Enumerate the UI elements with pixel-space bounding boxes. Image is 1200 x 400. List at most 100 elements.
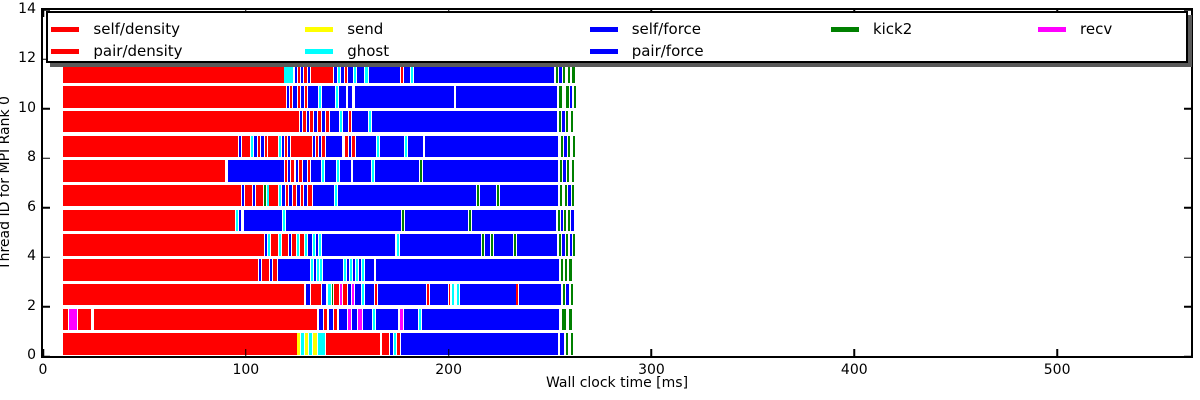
task-segment xyxy=(560,160,563,182)
task-segment xyxy=(389,333,393,355)
task-segment xyxy=(318,86,321,108)
task-segment xyxy=(515,283,518,306)
task-segment xyxy=(268,135,279,158)
task-segment xyxy=(325,135,343,158)
task-segment xyxy=(265,234,268,256)
x-axis-tick xyxy=(245,349,247,356)
task-segment xyxy=(379,135,405,158)
task-segment xyxy=(427,283,429,306)
legend-color-swatch xyxy=(830,26,859,32)
thread-bar-row xyxy=(43,184,1191,207)
task-segment xyxy=(286,209,401,232)
task-segment xyxy=(300,333,304,355)
task-segment xyxy=(304,86,307,108)
task-segment xyxy=(339,86,347,108)
task-segment xyxy=(565,184,568,207)
task-segment xyxy=(400,61,403,83)
task-segment xyxy=(306,110,309,133)
task-segment xyxy=(334,308,338,331)
y-axis-tick xyxy=(43,9,50,11)
legend-item: recv xyxy=(1038,20,1112,38)
task-segment xyxy=(566,86,570,108)
task-segment xyxy=(324,160,337,182)
task-segment xyxy=(261,135,265,158)
task-segment xyxy=(312,184,335,207)
task-segment xyxy=(400,333,559,355)
task-segment xyxy=(559,110,562,133)
task-segment xyxy=(352,283,355,306)
task-segment xyxy=(340,160,352,182)
task-segment xyxy=(564,135,568,158)
task-segment xyxy=(559,234,562,256)
task-segment xyxy=(358,308,363,331)
y-tick-label: 4 xyxy=(27,248,36,265)
task-segment xyxy=(308,333,312,355)
task-segment xyxy=(356,135,376,158)
y-tick-label: 8 xyxy=(27,149,36,166)
task-segment xyxy=(365,283,374,306)
task-segment xyxy=(559,86,563,108)
task-segment xyxy=(354,61,357,83)
task-segment xyxy=(265,135,268,158)
task-segment xyxy=(307,61,310,83)
task-segment xyxy=(297,86,300,108)
task-segment xyxy=(328,308,334,331)
task-segment xyxy=(374,283,377,306)
task-segment xyxy=(420,160,423,182)
task-segment xyxy=(393,333,396,355)
x-tick-label: 200 xyxy=(435,362,462,378)
y-axis-tick xyxy=(1184,206,1191,209)
legend-label: self/force xyxy=(631,20,702,38)
task-segment xyxy=(349,135,352,158)
task-segment xyxy=(273,259,278,281)
task-segment xyxy=(313,259,316,281)
task-segment xyxy=(294,61,297,83)
task-segment xyxy=(477,184,480,207)
task-segment xyxy=(330,110,340,133)
task-segment xyxy=(63,234,265,256)
task-segment xyxy=(362,283,365,306)
task-segment xyxy=(376,135,379,158)
thread-bar-row xyxy=(43,283,1191,306)
task-segment xyxy=(298,160,302,182)
task-segment xyxy=(561,209,564,232)
task-segment xyxy=(304,234,307,256)
task-segment xyxy=(352,135,356,158)
task-segment xyxy=(399,308,403,331)
task-segment xyxy=(336,86,339,108)
legend-label: send xyxy=(347,20,384,38)
task-segment xyxy=(566,283,570,306)
x-tick-label: 500 xyxy=(1043,362,1071,378)
task-segment xyxy=(285,160,288,182)
task-segment xyxy=(485,234,491,256)
task-segment xyxy=(568,184,572,207)
task-segment xyxy=(315,234,318,256)
thread-bar-row xyxy=(43,160,1191,182)
task-segment xyxy=(227,160,285,182)
legend-color-swatch xyxy=(305,48,334,54)
task-segment xyxy=(341,61,345,83)
task-segment xyxy=(345,135,349,158)
task-segment xyxy=(241,184,244,207)
task-segment xyxy=(253,135,257,158)
legend-item: self/density xyxy=(51,20,180,38)
task-segment xyxy=(278,259,310,281)
task-segment xyxy=(300,184,303,207)
task-segment xyxy=(63,308,69,331)
y-tick-label: 10 xyxy=(18,99,36,116)
task-segment xyxy=(371,160,374,182)
task-segment xyxy=(316,259,319,281)
legend-color-swatch xyxy=(1038,26,1067,32)
task-segment xyxy=(568,209,571,232)
task-segment xyxy=(319,259,322,281)
task-segment xyxy=(238,135,241,158)
task-segment xyxy=(241,135,250,158)
x-axis-tick xyxy=(447,349,450,356)
task-segment xyxy=(307,160,310,182)
task-segment xyxy=(561,259,564,281)
task-segment xyxy=(259,259,262,281)
task-segment xyxy=(317,110,321,133)
task-segment xyxy=(321,135,325,158)
x-tick-label: 400 xyxy=(840,362,868,378)
task-segment xyxy=(566,110,569,133)
